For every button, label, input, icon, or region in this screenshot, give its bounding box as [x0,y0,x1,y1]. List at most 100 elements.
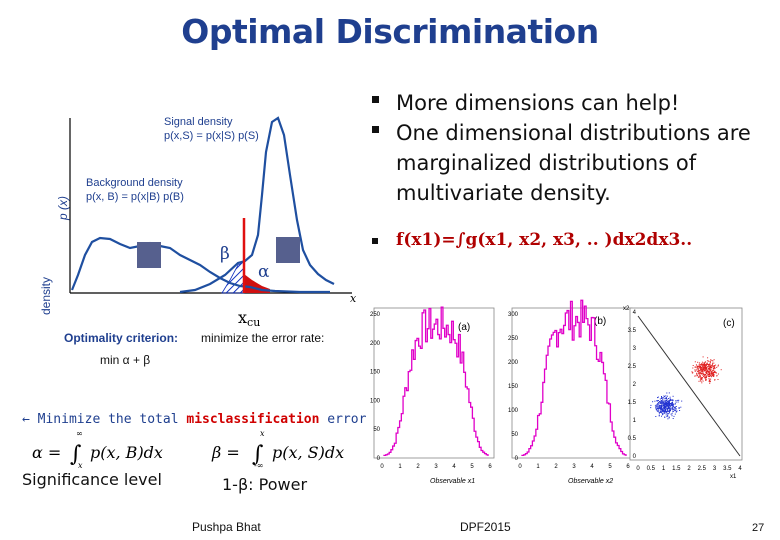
scatter-point [710,375,712,377]
scatter-point [664,410,666,412]
scatter-point [706,376,707,378]
scatter-point [694,369,696,371]
scatter-point [712,370,714,371]
scatter-point [698,369,700,371]
scatter-point [667,415,669,417]
scatter-point [694,375,696,377]
y-axis-label: density [39,277,53,315]
scatter-point [704,361,706,363]
scatter-point [716,366,718,368]
scatter-point [671,404,673,406]
scatter-point [662,401,664,403]
scatter-point [668,404,670,406]
scatter-point [662,410,664,412]
scatter-point [705,376,707,378]
scatter-point [704,363,706,365]
scatter-point [699,370,701,372]
scatter-point [709,361,711,363]
scatter-point [664,401,666,403]
scatter-point [710,366,712,368]
scatter-point [703,368,705,370]
scatter-point [660,402,662,404]
redaction-block [137,242,161,268]
scatter-point [708,368,710,370]
scatter-point [701,378,703,380]
scatter-point [674,413,676,415]
scatter-point [671,403,672,405]
scatter-point [711,374,713,376]
scatter-point [666,405,668,407]
scatter-point [705,364,707,366]
scatter-point [704,376,706,378]
scatter-point [702,367,704,369]
signal-label-formula: p(x,S) = p(x|S) p(S) [164,130,259,142]
scatter-point [661,404,663,406]
panel-b-xtick: 2 [554,464,558,470]
scatter-point [657,407,659,409]
scatter-point [705,371,707,373]
scatter-point [664,403,666,405]
scatter-point [705,370,707,372]
scatter-point [696,372,698,374]
formula-text: f(x1)=∫g(x1, x2, x3, .. )dx2dx3.. [396,230,693,250]
scatter-point [702,377,704,379]
scatter-point [669,403,671,405]
scatter-point [659,402,661,404]
panel-b-ytick: 250 [508,336,519,342]
panel-a: (a) 250 200 150 100 50 0 0 1 2 3 4 5 6 Observable x1 [370,306,492,485]
scatter-point [672,402,673,404]
scatter-point [668,413,670,415]
scatter-point [654,400,656,402]
scatter-point [669,399,671,401]
panel-a-xtick: 3 [434,464,438,470]
scatter-point [668,402,670,404]
panel-b-xlabel: Observable x2 [568,478,613,485]
alpha-upper-limit: ∞ [76,429,83,438]
minimize-prefix: Minimize the total [37,412,187,427]
scatter-point [666,407,668,409]
scatter-point [671,415,673,417]
panel-a-ytick: 50 [373,427,380,433]
scatter-point [700,380,702,382]
scatter-point [659,407,661,409]
scatter-point [671,408,673,410]
scatter-point [702,374,704,376]
scatter-point [667,404,668,406]
scatter-point [713,368,715,370]
scatter-point [706,370,708,372]
scatter-point [666,409,668,411]
scatter-point [701,363,702,365]
scatter-point [667,402,669,404]
panel-c-ytick: 1 [633,418,637,424]
scatter-point [673,404,674,406]
scatter-point [668,401,670,403]
scatter-point [655,404,657,406]
panel-b: (b) 300 250 200 150 100 50 0 0 1 2 3 4 5 6 Observable… [508,299,630,485]
scatter-point [658,402,660,404]
scatter-point [655,409,657,411]
scatter-point [666,416,668,418]
scatter-point [663,407,665,409]
scatter-point [672,400,674,401]
scatter-point [700,366,701,368]
scatter-point [714,379,716,381]
scatter-point [672,411,674,413]
scatter-point [705,368,707,370]
scatter-point [707,370,708,372]
scatter-point [661,412,663,414]
scatter-point [663,410,665,412]
scatter-point [656,405,658,407]
scatter-point [668,400,670,402]
scatter-point [663,395,665,397]
beta-equation-lhs: β = [211,443,240,462]
scatter-point [702,368,704,370]
scatter-point [672,401,673,403]
scatter-point [675,406,677,407]
scatter-point [709,382,711,384]
scatter-point [701,363,703,364]
scatter-point [704,366,706,368]
scatter-point [661,411,663,413]
scatter-point [672,406,674,408]
scatter-point [668,405,670,407]
scatter-point [702,370,704,372]
